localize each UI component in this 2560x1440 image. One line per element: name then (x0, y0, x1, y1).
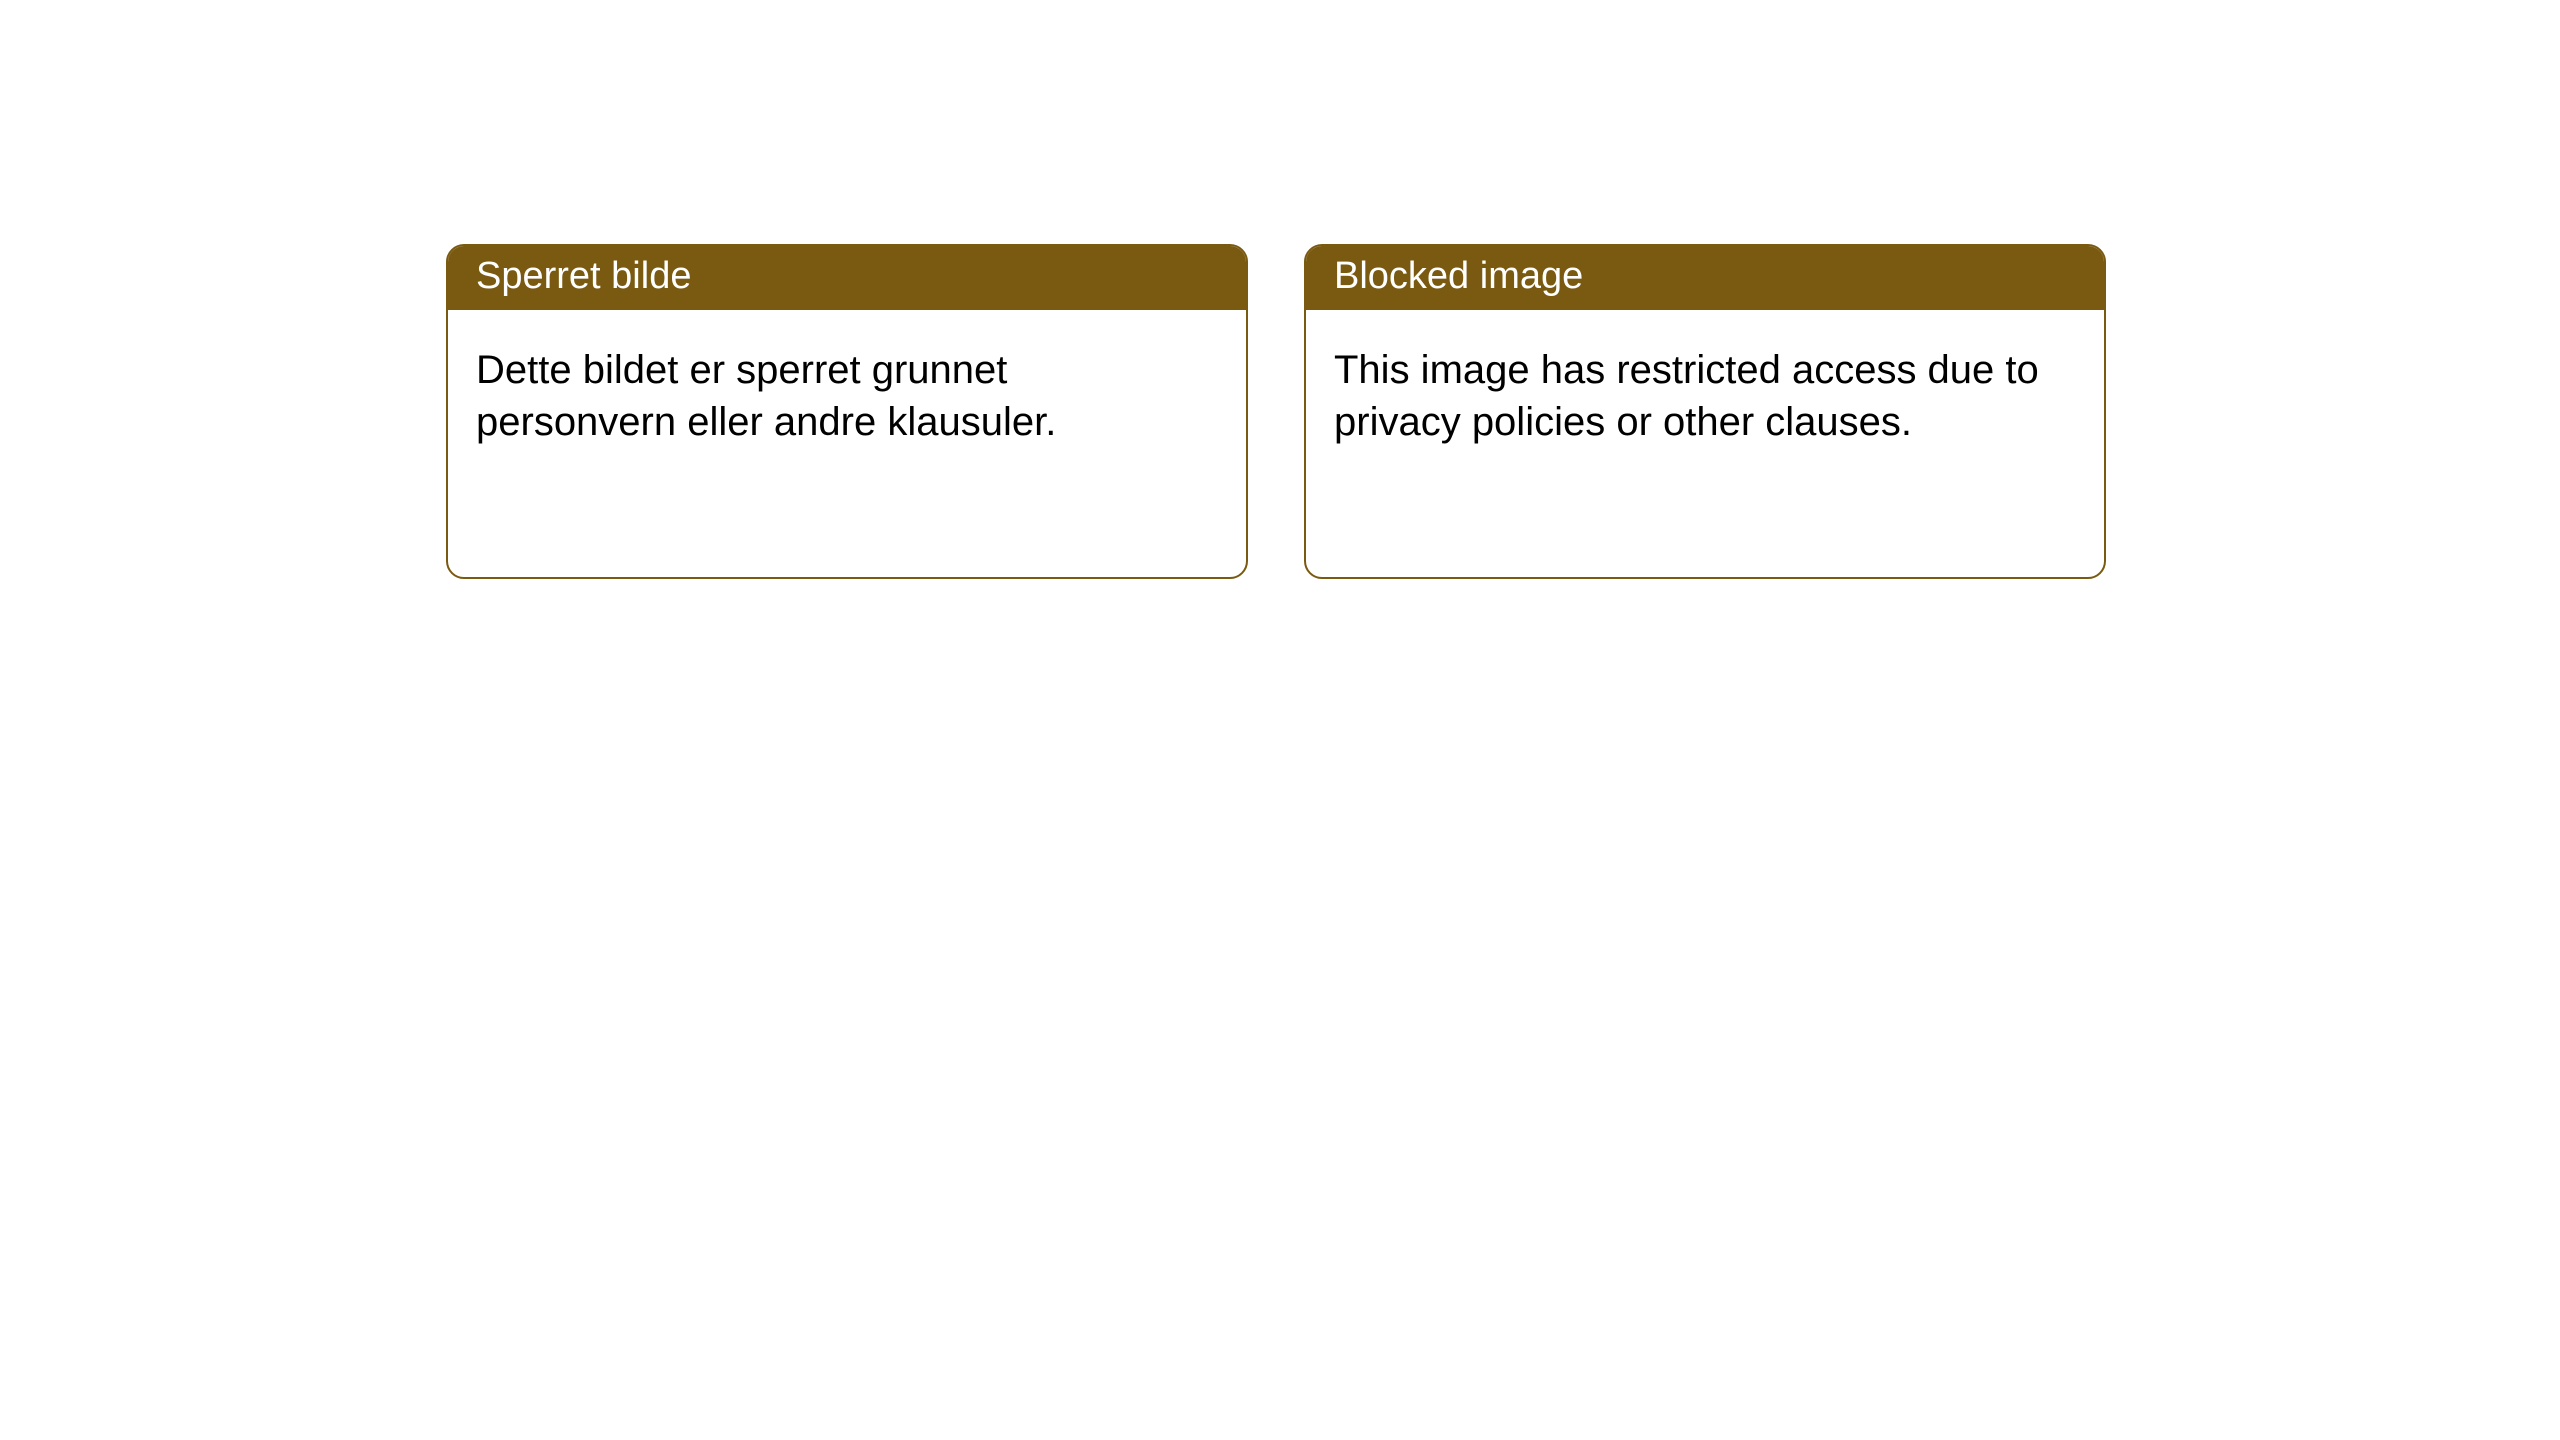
notice-body-en: This image has restricted access due to … (1306, 310, 2104, 484)
notice-card-en: Blocked image This image has restricted … (1304, 244, 2106, 579)
notice-card-no: Sperret bilde Dette bildet er sperret gr… (446, 244, 1248, 579)
notice-body-no: Dette bildet er sperret grunnet personve… (448, 310, 1246, 484)
notice-title-no: Sperret bilde (448, 246, 1246, 310)
notice-title-en: Blocked image (1306, 246, 2104, 310)
notice-container: Sperret bilde Dette bildet er sperret gr… (0, 0, 2560, 579)
